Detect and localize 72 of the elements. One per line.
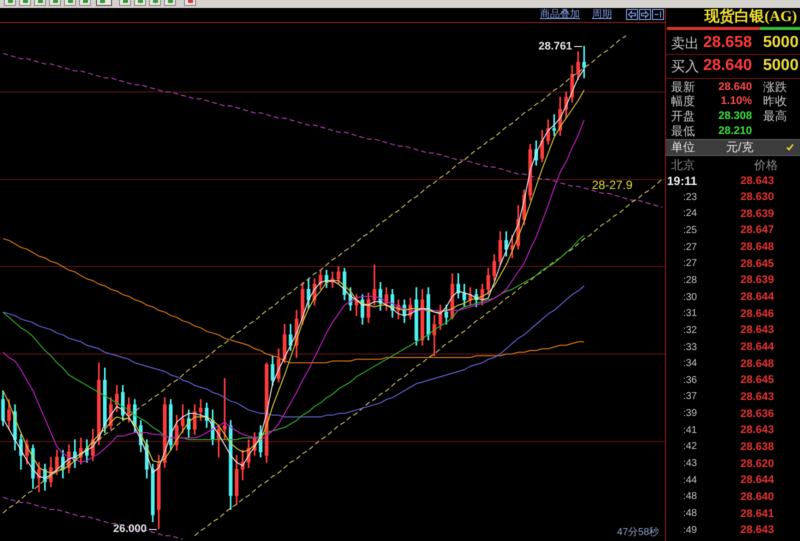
text: 开盘 — [671, 108, 695, 124]
text: 28.636 — [740, 406, 774, 422]
text: :23 — [683, 190, 697, 205]
text: 卖出 — [671, 34, 699, 52]
text: 价格 — [754, 157, 778, 173]
annotation: 28.761 — [538, 40, 572, 52]
text: 28.658 — [703, 33, 752, 53]
text: 28.630 — [740, 190, 774, 206]
text: 19:11 — [666, 173, 697, 189]
text: 28.644 — [740, 340, 774, 355]
text: 28.210 — [718, 124, 752, 138]
text: :48 — [683, 507, 697, 521]
text: 28.646 — [740, 306, 774, 322]
text: 28.620 — [740, 456, 774, 472]
text: :33 — [683, 340, 697, 354]
text: 28.648 — [740, 240, 774, 256]
text: 28.644 — [740, 290, 774, 306]
text: 28.643 — [740, 174, 774, 188]
text: 幅度 — [671, 93, 695, 109]
text: 28.643 — [740, 523, 774, 538]
text: :42 — [683, 440, 697, 454]
text: :48 — [683, 490, 697, 504]
annotation: 28-27.9 — [592, 178, 633, 192]
text: 28.640 — [718, 80, 752, 94]
text: :44 — [683, 474, 697, 488]
text: :34 — [683, 357, 697, 372]
text: 28.644 — [740, 473, 774, 488]
text: 周期 — [592, 8, 612, 22]
text: 最高 — [763, 108, 787, 124]
text: :32 — [683, 324, 697, 338]
text: :30 — [683, 290, 697, 305]
text: 28.645 — [740, 256, 774, 272]
text: :37 — [683, 390, 697, 404]
text: 28.647 — [740, 223, 774, 238]
text: :49 — [683, 524, 697, 538]
text: 买入 — [671, 57, 699, 75]
text: 5000 — [763, 56, 799, 76]
annotation: 26.000 — [113, 522, 147, 535]
text: :25 — [683, 224, 697, 238]
text: 5000 — [763, 33, 799, 53]
text: 28.640 — [703, 56, 752, 76]
annotation: 47分58秒 — [617, 526, 660, 540]
text: 元/克 — [726, 139, 754, 155]
text: 28.643 — [740, 323, 774, 338]
text: 涨跌 — [763, 79, 787, 95]
text: 28.645 — [740, 373, 774, 388]
text: :36 — [683, 374, 697, 388]
text: 28.648 — [740, 356, 774, 372]
text: 28.643 — [740, 390, 774, 405]
text: 28.308 — [718, 108, 752, 124]
text: 北京 — [671, 157, 695, 173]
text: 商品叠加 — [540, 8, 580, 22]
text: 28.639 — [740, 206, 774, 222]
text: :39 — [683, 407, 697, 422]
text: 最低 — [671, 123, 695, 139]
text: 28.640 — [740, 490, 774, 505]
text: :27 — [683, 240, 697, 255]
text: :24 — [683, 207, 697, 222]
text: 28.639 — [740, 273, 774, 288]
text: 最新 — [671, 79, 695, 95]
text: 单位 — [671, 139, 695, 155]
text: :28 — [683, 274, 697, 288]
text: 28.638 — [740, 440, 774, 455]
text: 28.641 — [740, 506, 774, 522]
text: 1.10% — [720, 94, 752, 108]
text: 现货白银(AG) — [704, 8, 797, 26]
text: :27 — [683, 257, 697, 272]
text: :31 — [683, 307, 697, 322]
text: :41 — [683, 424, 697, 438]
text: 昨收 — [763, 93, 787, 109]
text: 28.643 — [740, 423, 774, 438]
text: :43 — [683, 457, 697, 472]
